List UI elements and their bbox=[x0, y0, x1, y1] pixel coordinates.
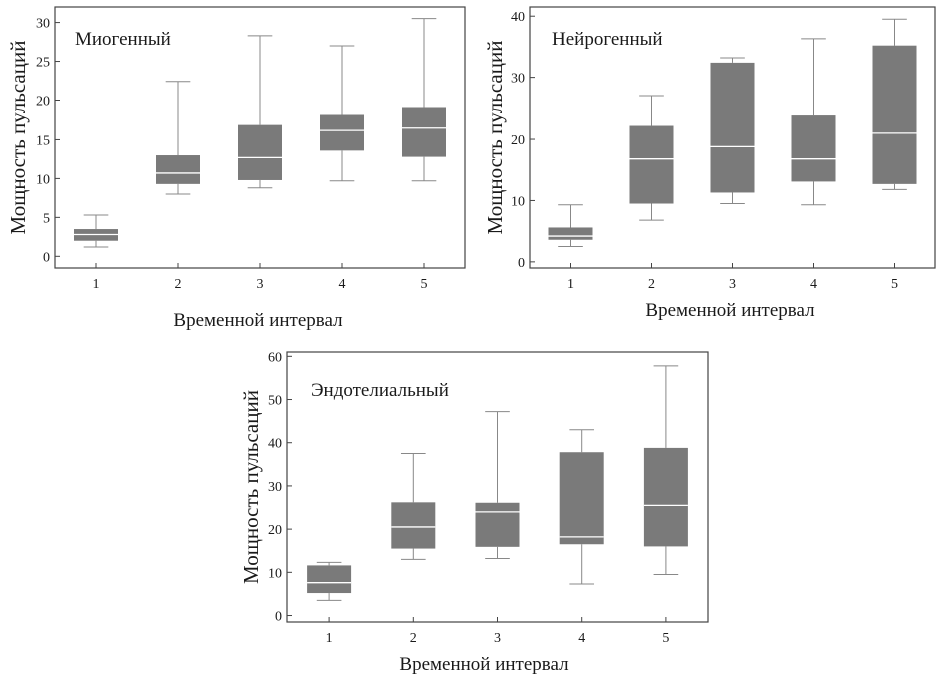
y-tick-label: 0 bbox=[518, 256, 525, 271]
x-tick-label: 1 bbox=[326, 631, 333, 646]
x-tick-label: 5 bbox=[662, 631, 669, 646]
chart-title: Нейрогенный bbox=[552, 29, 663, 50]
y-axis-label: Мощность пульсаций bbox=[483, 41, 507, 235]
y-tick-label: 10 bbox=[511, 194, 525, 209]
y-tick-label: 10 bbox=[268, 566, 282, 581]
x-tick-label: 1 bbox=[567, 277, 574, 292]
x-tick-label: 2 bbox=[175, 277, 182, 292]
y-axis-label: Мощность пульсаций bbox=[6, 41, 30, 235]
box bbox=[791, 115, 836, 182]
box bbox=[710, 62, 755, 193]
x-axis-label: Временной интервал bbox=[173, 310, 343, 331]
box bbox=[402, 107, 446, 157]
box bbox=[156, 155, 200, 184]
box bbox=[872, 45, 917, 184]
box bbox=[320, 114, 364, 151]
y-tick-label: 10 bbox=[36, 172, 50, 187]
y-tick-label: 40 bbox=[268, 437, 282, 452]
y-tick-label: 20 bbox=[268, 523, 282, 538]
y-tick-label: 60 bbox=[268, 350, 282, 365]
x-tick-label: 5 bbox=[421, 277, 428, 292]
y-tick-label: 0 bbox=[275, 610, 282, 625]
y-tick-label: 5 bbox=[43, 211, 50, 226]
chart-panel-neurogenic: 0 10 20 30 40 1 2 3 4 5 Нейрогенный Временной интер… bbox=[483, 6, 936, 321]
x-tick-label: 5 bbox=[891, 277, 898, 292]
y-tick-label: 20 bbox=[511, 133, 525, 148]
box bbox=[307, 565, 352, 594]
x-tick-label: 4 bbox=[810, 277, 817, 292]
x-tick-label: 4 bbox=[339, 277, 346, 292]
x-tick-label: 4 bbox=[578, 631, 585, 646]
x-tick-label: 1 bbox=[93, 277, 100, 292]
box bbox=[643, 447, 688, 547]
y-tick-label: 50 bbox=[268, 394, 282, 409]
y-tick-label: 25 bbox=[36, 56, 50, 71]
box bbox=[238, 124, 282, 180]
x-axis-label: Временной интервал bbox=[399, 654, 569, 675]
y-tick-label: 15 bbox=[36, 133, 50, 148]
chart-title: Эндотелиальный bbox=[311, 380, 449, 401]
chart-title: Миогенный bbox=[75, 29, 171, 50]
x-tick-label: 2 bbox=[410, 631, 417, 646]
x-tick-label: 3 bbox=[257, 277, 264, 292]
y-tick-label: 30 bbox=[268, 480, 282, 495]
x-tick-label: 3 bbox=[729, 277, 736, 292]
x-axis-label: Временной интервал bbox=[645, 300, 815, 321]
chart-panel-endothelial: 0 10 20 30 40 50 60 1 2 3 4 5 Эндотелиальный Временно… bbox=[239, 350, 709, 675]
box bbox=[629, 125, 674, 204]
y-tick-label: 40 bbox=[511, 10, 525, 25]
y-tick-label: 30 bbox=[36, 17, 50, 32]
box bbox=[391, 502, 436, 549]
box bbox=[475, 502, 520, 547]
x-tick-label: 2 bbox=[648, 277, 655, 292]
chart-panel-myogenic: 0 5 10 15 20 25 30 1 2 3 4 5 Миогенный Временной инте… bbox=[6, 6, 466, 331]
y-tick-label: 0 bbox=[43, 250, 50, 265]
y-tick-label: 20 bbox=[36, 94, 50, 109]
y-axis-label: Мощность пульсаций bbox=[239, 390, 263, 584]
x-tick-label: 3 bbox=[494, 631, 501, 646]
y-tick-label: 30 bbox=[511, 72, 525, 87]
box bbox=[559, 452, 604, 545]
box bbox=[548, 227, 593, 240]
